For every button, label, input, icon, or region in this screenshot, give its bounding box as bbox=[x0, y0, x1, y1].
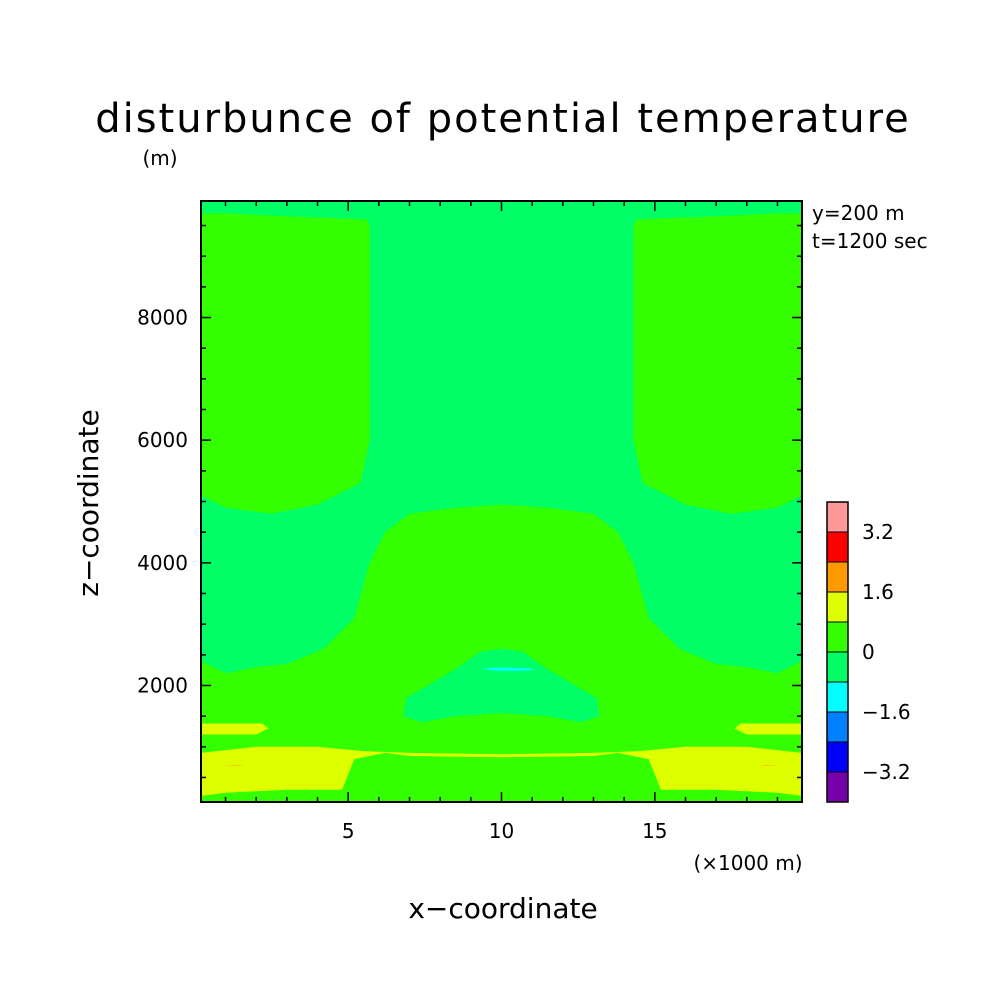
y-unit-label: (m) bbox=[142, 146, 177, 170]
x-unit-label: (×1000 m) bbox=[693, 851, 802, 875]
y-tick-label: 6000 bbox=[137, 428, 188, 452]
chart-title: disturbunce of potential temperature bbox=[95, 96, 911, 142]
colorbar-label: −1.6 bbox=[862, 700, 911, 724]
y-tick-label: 2000 bbox=[137, 673, 188, 697]
colorbar-swatch bbox=[826, 741, 849, 773]
region-left-strip bbox=[201, 723, 269, 735]
colorbar-swatch bbox=[826, 771, 849, 803]
region-right-warm-streak bbox=[759, 764, 781, 766]
contour-regions bbox=[201, 201, 802, 802]
colorbar-swatch bbox=[826, 651, 849, 683]
colorbar-swatch bbox=[826, 531, 849, 563]
plot-area: 5 10 15 2000 4000 6000 8000 bbox=[137, 200, 803, 843]
x-tick-label: 15 bbox=[642, 819, 667, 843]
y-tick-label: 8000 bbox=[137, 306, 188, 330]
colorbar-swatch bbox=[826, 591, 849, 623]
colorbar-label: 3.2 bbox=[862, 520, 894, 544]
y-tick-label: 4000 bbox=[137, 551, 188, 575]
colorbar-swatch bbox=[826, 711, 849, 743]
x-tick-label: 5 bbox=[342, 819, 355, 843]
colorbar-swatch bbox=[826, 501, 849, 533]
x-axis-label: x−coordinate bbox=[408, 892, 597, 925]
colorbar-frame bbox=[826, 501, 849, 803]
colorbar-label: 1.6 bbox=[862, 580, 894, 604]
x-tick-label: 10 bbox=[489, 819, 514, 843]
region-right-strip bbox=[734, 723, 802, 735]
region-upper-right bbox=[633, 201, 802, 514]
colorbar-swatch bbox=[826, 561, 849, 593]
colorbar-label: 0 bbox=[862, 640, 875, 664]
colorbar-swatch bbox=[826, 681, 849, 713]
region-left-warm-streak bbox=[222, 764, 244, 766]
region-center-dip bbox=[483, 667, 536, 671]
annotation-y: y=200 m bbox=[812, 201, 905, 225]
colorbar-label: −3.2 bbox=[862, 760, 911, 784]
colorbar: 3.2 1.6 0 −1.6 −3.2 bbox=[826, 501, 911, 803]
region-center-dome bbox=[403, 648, 600, 723]
region-upper-left bbox=[201, 201, 370, 514]
region-surface-warm bbox=[201, 746, 802, 796]
y-axis-label: z−coordinate bbox=[72, 409, 105, 597]
annotation-t: t=1200 sec bbox=[812, 229, 928, 253]
axis-ticks: 5 10 15 2000 4000 6000 8000 bbox=[137, 201, 802, 843]
colorbar-swatch bbox=[826, 621, 849, 653]
